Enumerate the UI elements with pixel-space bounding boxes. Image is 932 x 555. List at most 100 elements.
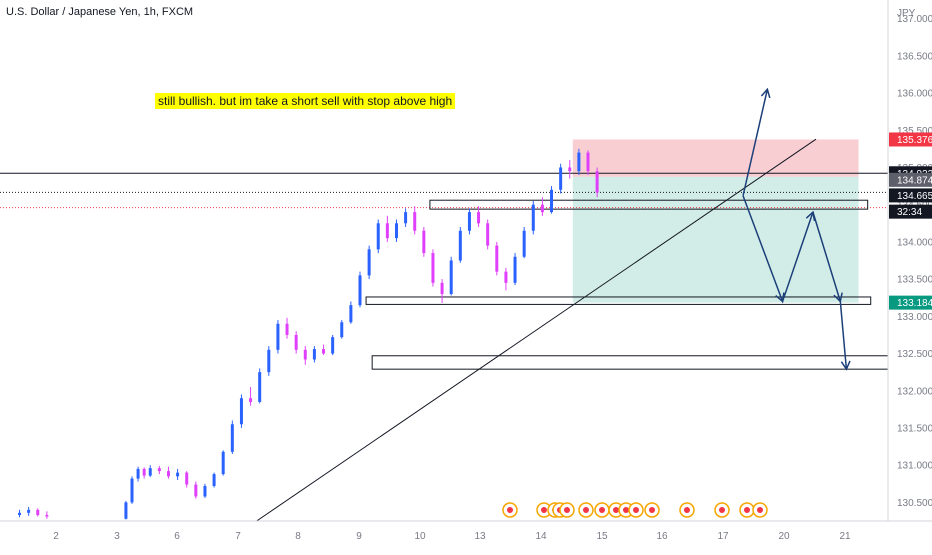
- candle: [18, 512, 22, 516]
- y-tick-label: 136.500: [897, 51, 932, 62]
- y-tick-label: 132.000: [897, 386, 932, 397]
- event-icon-dot: [684, 507, 690, 513]
- candle: [303, 349, 307, 360]
- symbol-title: U.S. Dollar / Japanese Yen, 1h, FXCM: [6, 6, 194, 18]
- price-label-bg: [889, 295, 932, 310]
- y-tick-label: 134.000: [897, 237, 932, 248]
- y-tick-label: 137.000: [897, 14, 932, 25]
- candle: [376, 223, 380, 250]
- candle: [142, 468, 146, 476]
- candle: [467, 212, 471, 231]
- candle: [212, 474, 216, 487]
- x-tick-label: 14: [535, 531, 547, 542]
- candle: [136, 468, 140, 479]
- event-icon-dot: [744, 507, 750, 513]
- price-label-bg: [889, 132, 932, 147]
- y-tick-label: 131.500: [897, 423, 932, 434]
- x-tick-label: 8: [295, 531, 301, 542]
- candle: [531, 204, 535, 231]
- x-tick-label: 3: [114, 531, 120, 542]
- candle: [422, 230, 426, 254]
- candle: [166, 471, 170, 477]
- candle: [230, 424, 234, 452]
- x-tick-label: 7: [235, 531, 241, 542]
- candle: [312, 349, 316, 360]
- take-profit-zone: [572, 176, 859, 303]
- candle: [194, 484, 198, 497]
- candle: [550, 189, 554, 213]
- candle: [124, 502, 128, 519]
- candle: [367, 249, 371, 276]
- price-label-bg: [889, 188, 932, 203]
- currency-label: JPY: [897, 8, 916, 19]
- event-icon-dot: [633, 507, 639, 513]
- x-tick-label: 15: [596, 531, 608, 542]
- candle: [276, 323, 280, 350]
- candle: [331, 337, 335, 354]
- candle: [185, 472, 189, 485]
- bullish-arrow: [742, 89, 769, 196]
- candle: [349, 305, 353, 323]
- sr-zone-box-2: [371, 355, 890, 370]
- trendline: [256, 138, 817, 522]
- price-label: 133.184: [897, 298, 932, 309]
- candle: [595, 171, 599, 193]
- price-label: 32:34: [897, 207, 922, 218]
- y-tick-label: 135.500: [897, 126, 932, 137]
- bearish-arrow-head-2: [840, 360, 851, 371]
- candle: [203, 486, 207, 497]
- candle: [568, 167, 572, 172]
- candle: [294, 334, 298, 350]
- candle: [221, 451, 225, 475]
- x-tick-label: 6: [174, 531, 180, 542]
- annotation-note[interactable]: still bullish. but im take a short sell …: [155, 93, 456, 109]
- price-label-bg: [889, 204, 932, 219]
- candle: [36, 509, 40, 516]
- event-icon-dot: [599, 507, 605, 513]
- price-label: 135.376: [897, 135, 932, 146]
- candle: [449, 260, 453, 294]
- candle: [440, 282, 444, 294]
- sr-zone-box-0: [429, 199, 869, 210]
- price-label: 134.665: [897, 191, 932, 202]
- event-icon-dot: [564, 507, 570, 513]
- candle: [522, 230, 526, 257]
- event-icon-dot: [649, 507, 655, 513]
- x-tick-label: 2: [53, 531, 59, 542]
- candle: [458, 230, 462, 261]
- candle: [249, 398, 253, 402]
- y-tick-label: 132.500: [897, 349, 932, 360]
- candle: [176, 472, 180, 477]
- candle: [322, 349, 326, 354]
- x-tick-label: 9: [356, 531, 362, 542]
- candle: [358, 275, 362, 306]
- candle: [27, 509, 31, 513]
- event-icon-dot: [541, 507, 547, 513]
- candle: [431, 253, 435, 283]
- event-icon-dot: [623, 507, 629, 513]
- candle: [45, 515, 49, 517]
- y-tick-label: 133.500: [897, 275, 932, 286]
- sr-zone-box-1: [365, 296, 872, 305]
- candle: [157, 468, 161, 472]
- price-axis-bg: [888, 0, 932, 550]
- event-icon-dot: [507, 507, 513, 513]
- candle: [477, 212, 481, 224]
- x-tick-label: 16: [656, 531, 668, 542]
- candle: [148, 468, 152, 476]
- candle: [130, 478, 134, 503]
- candle: [495, 245, 499, 272]
- event-icon-dot: [719, 507, 725, 513]
- candle: [504, 271, 508, 283]
- bearish-arrow-head-1: [833, 292, 843, 303]
- x-tick-label: 10: [414, 531, 426, 542]
- x-tick-label: 21: [839, 531, 851, 542]
- bullish-arrow-head: [760, 87, 771, 99]
- candle: [385, 223, 389, 239]
- candle: [394, 223, 398, 239]
- candle: [540, 204, 544, 213]
- event-icon-dot: [583, 507, 589, 513]
- y-tick-label: 133.000: [897, 312, 932, 323]
